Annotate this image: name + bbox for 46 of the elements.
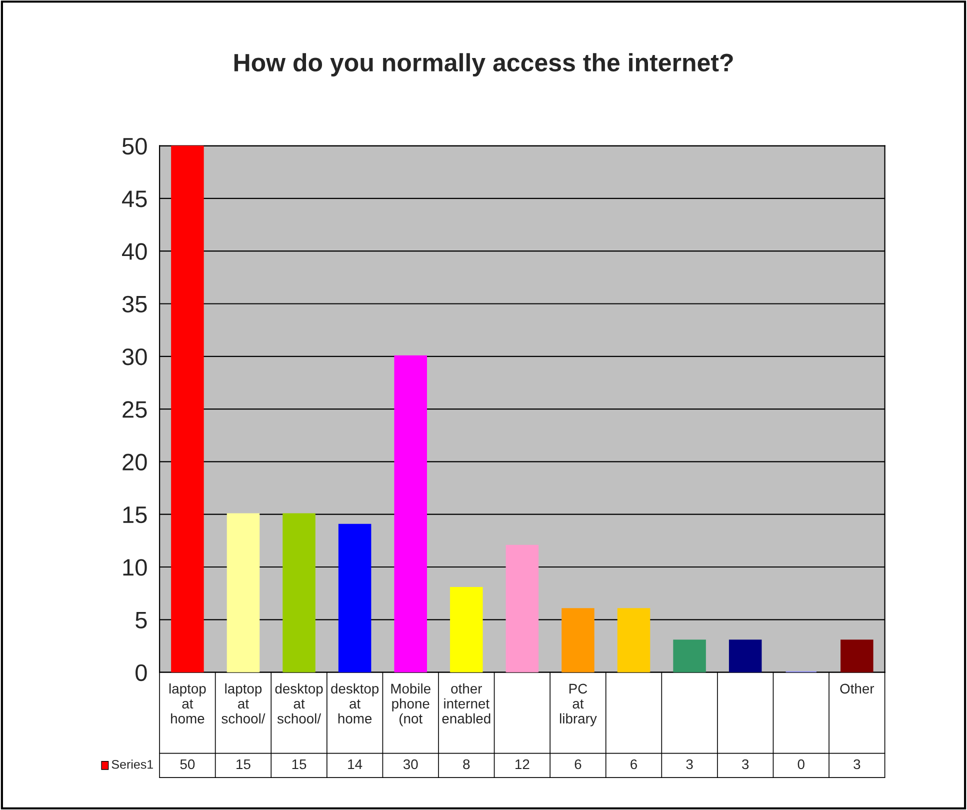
data-label: 6 bbox=[574, 759, 582, 770]
x-tick-label: desktop at home bbox=[331, 683, 379, 724]
y-tick-label: 35 bbox=[122, 296, 147, 313]
data-label: 12 bbox=[516, 759, 530, 770]
legend-label: Series1 bbox=[112, 760, 153, 769]
data-label: 3 bbox=[686, 759, 693, 770]
bar bbox=[282, 513, 316, 672]
y-tick-label: 45 bbox=[122, 190, 147, 208]
data-label: 8 bbox=[463, 759, 470, 770]
data-label: 30 bbox=[403, 759, 418, 770]
x-tick-label: laptop at home bbox=[169, 683, 206, 724]
x-tick-label: Mobile phone (not bbox=[391, 683, 430, 726]
bar bbox=[338, 524, 372, 672]
data-label: 3 bbox=[742, 759, 749, 770]
data-label: 15 bbox=[236, 759, 250, 770]
y-tick-label: 50 bbox=[122, 138, 147, 155]
bar bbox=[226, 513, 260, 672]
data-label: 3 bbox=[854, 759, 860, 770]
bar bbox=[562, 608, 594, 672]
data-label: 15 bbox=[292, 759, 306, 770]
y-tick-label: 40 bbox=[122, 243, 147, 260]
y-tick-label: 0 bbox=[136, 664, 147, 682]
x-tick-label: PC at library bbox=[560, 684, 597, 726]
y-tick-label: 5 bbox=[136, 612, 147, 628]
bar bbox=[171, 146, 204, 672]
data-label: 14 bbox=[348, 759, 362, 770]
chart-title: How do you normally access the internet? bbox=[234, 53, 733, 76]
bar bbox=[450, 587, 483, 672]
x-tick-label: laptop at school/ bbox=[222, 683, 266, 724]
x-tick-label: Other bbox=[840, 683, 874, 694]
bar bbox=[728, 640, 762, 672]
bar bbox=[673, 640, 706, 672]
y-tick-label: 30 bbox=[122, 348, 147, 366]
data-label: 0 bbox=[798, 759, 804, 770]
bar bbox=[840, 640, 874, 672]
bar bbox=[394, 355, 427, 672]
y-tick-label: 15 bbox=[123, 506, 147, 524]
y-tick-label: 10 bbox=[123, 559, 147, 576]
y-tick-label: 25 bbox=[122, 401, 147, 418]
bar bbox=[617, 608, 650, 672]
data-label: 50 bbox=[180, 759, 195, 770]
y-tick-label: 20 bbox=[122, 454, 147, 470]
x-tick-label: other internet enabled bbox=[442, 683, 490, 724]
data-label: 6 bbox=[630, 759, 638, 770]
bar bbox=[506, 544, 539, 672]
x-tick-label: desktop at school/ bbox=[275, 683, 323, 724]
